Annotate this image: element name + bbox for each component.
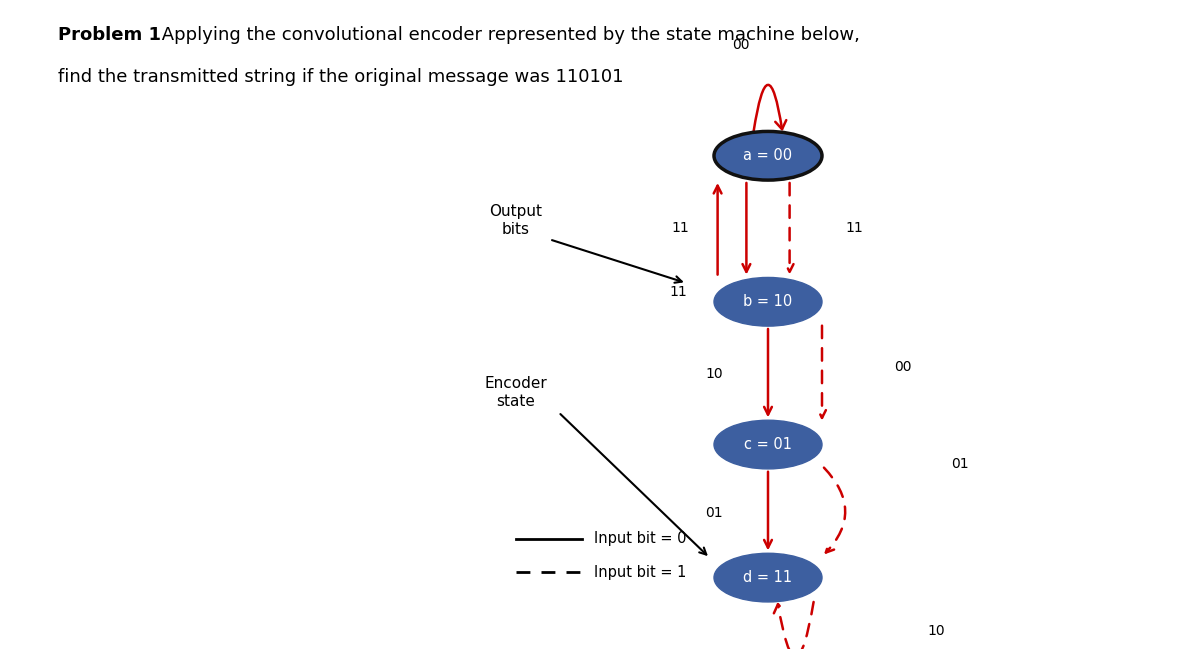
Text: 11: 11 bbox=[846, 221, 863, 236]
Text: 10: 10 bbox=[928, 624, 944, 638]
Ellipse shape bbox=[714, 131, 822, 180]
Text: c = 01: c = 01 bbox=[744, 437, 792, 452]
Text: 00: 00 bbox=[732, 38, 749, 53]
FancyArrowPatch shape bbox=[774, 602, 814, 649]
Text: 10: 10 bbox=[706, 367, 722, 382]
Text: Input bit = 0: Input bit = 0 bbox=[594, 531, 686, 546]
Text: a = 00: a = 00 bbox=[744, 148, 792, 164]
Text: 11: 11 bbox=[672, 221, 689, 236]
Text: b = 10: b = 10 bbox=[743, 294, 793, 310]
Text: 01: 01 bbox=[952, 457, 968, 471]
Text: d = 11: d = 11 bbox=[744, 570, 792, 585]
Ellipse shape bbox=[714, 278, 822, 326]
Text: Input bit = 1: Input bit = 1 bbox=[594, 565, 686, 580]
Text: find the transmitted string if the original message was 110101: find the transmitted string if the origi… bbox=[58, 68, 623, 86]
Text: Encoder
state: Encoder state bbox=[485, 376, 547, 409]
Ellipse shape bbox=[714, 421, 822, 469]
Text: 01: 01 bbox=[706, 506, 722, 520]
Text: 11: 11 bbox=[670, 285, 686, 299]
Text: Problem 1: Problem 1 bbox=[58, 26, 161, 44]
FancyArrowPatch shape bbox=[754, 85, 786, 131]
Ellipse shape bbox=[714, 553, 822, 602]
Text: Output
bits: Output bits bbox=[490, 204, 542, 237]
Text: Applying the convolutional encoder represented by the state machine below,: Applying the convolutional encoder repre… bbox=[156, 26, 860, 44]
Text: 00: 00 bbox=[894, 360, 911, 374]
